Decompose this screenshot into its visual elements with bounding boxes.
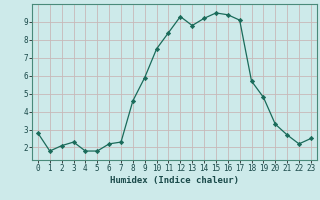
X-axis label: Humidex (Indice chaleur): Humidex (Indice chaleur)	[110, 176, 239, 185]
